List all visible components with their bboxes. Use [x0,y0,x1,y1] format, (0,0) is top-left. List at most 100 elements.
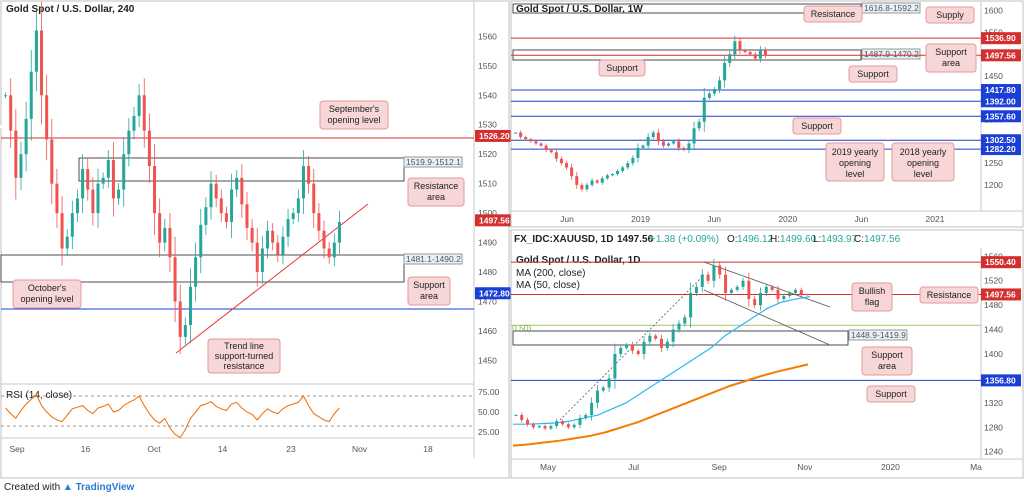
svg-text:Trend line: Trend line [224,341,264,351]
y-tick-label: 1470 [478,297,497,307]
candle-body [788,292,792,297]
weekly-callout-2019-open: 2019 yearly opening level [825,142,885,182]
x-tick-label: Oct [147,444,161,454]
candle-body [741,280,745,287]
x-tick-label: Sep [712,462,727,472]
candle-body [214,183,218,199]
daily-callout-support: Support [866,385,916,403]
candle-body [694,286,698,293]
candle-body [747,280,751,300]
candle-body [255,242,259,273]
candle-body [142,95,146,131]
daily-header-close: 1497.56 [864,234,901,245]
x-tick-label: Nov [352,444,368,454]
price-label: 1302.50 [985,135,1016,145]
candle-body [584,415,588,419]
x-tick-label: 23 [286,444,296,454]
candle-body [733,41,737,55]
candle-body [654,335,658,339]
candle-body [572,424,576,428]
candle-body [595,180,599,183]
candle-body [132,115,136,131]
candle-body [738,41,742,50]
candle-body [782,296,786,300]
candle-body [743,49,747,53]
y-tick-label: 1460 [478,326,497,336]
svg-text:L:: L: [813,234,821,245]
footer-brand: TradingView [75,482,135,493]
candle-body [543,426,547,429]
weekly-callout-support-3: Support [792,117,842,135]
candle-body [549,150,553,153]
candle-body [561,421,564,425]
weekly-callout-support-2: Support [848,65,898,83]
candle-body [613,354,617,379]
candle-body [575,176,579,185]
svg-text:H:: H: [770,234,780,245]
weekly-x-axis: Jun 2019 Jun 2020 Jun 2021 [560,214,945,224]
candle-body [137,95,141,116]
y-tick-label: 1500 [478,208,497,218]
candle-body [570,167,574,177]
candle-body [776,289,780,300]
svg-text:area: area [878,361,896,371]
y-tick-label: 1450 [478,355,497,365]
candle-body [147,130,151,166]
x-tick-label: Sep [9,444,24,454]
x-tick-label: Jun [560,214,574,224]
price-label-box [981,143,1021,156]
svg-text:2019 yearly: 2019 yearly [832,147,879,157]
daily-y-axis: 1240128013201360140014401480152015601550… [981,251,1021,457]
x-tick-label: Ma [970,462,982,472]
candle-body [759,292,762,306]
y-tick-label: 1400 [984,349,1003,359]
h4-rsi-axis: 25.00 50.00 75.00 [478,387,500,437]
svg-text:resistance: resistance [223,361,264,371]
candle-body [656,132,660,142]
svg-text:1616.8-1592.2: 1616.8-1592.2 [864,3,919,13]
candle-body [729,289,733,293]
candle-body [706,274,710,281]
candle-body [250,227,254,243]
candle-body [188,286,192,326]
candle-body [630,344,634,351]
price-label-box [981,84,1021,97]
price-label: 1497.56 [479,215,510,225]
x-tick-label: Nov [797,462,813,472]
candle-body [40,30,44,96]
candle-body [672,141,676,144]
candle-body [700,274,704,287]
x-tick-label: Jun [855,214,869,224]
price-label-box [981,256,1021,269]
candle-body [296,198,300,214]
candle-body [183,325,187,337]
candle-body [122,154,126,190]
panel-weekly: Gold Spot / U.S. Dollar, 1W 120012501300… [510,0,1024,228]
h4-x-axis: Sep 16 Oct 14 23 Nov 18 [9,444,433,454]
price-label: 1356.80 [985,375,1016,385]
candle-body [117,189,121,199]
daily-header-low: 1493.97 [821,234,858,245]
candle-body [224,213,228,222]
y-tick-label: 1520 [478,149,497,159]
tradingview-logo-icon: ▲ [62,482,73,493]
h4-support-zone [0,254,405,283]
h4-title: Gold Spot / U.S. Dollar, 240 [6,4,135,15]
y-tick-label: 1450 [984,71,1003,81]
candle-body [322,230,326,249]
candle-body [96,183,100,214]
svg-text:2018 yearly: 2018 yearly [900,147,947,157]
svg-text:Support: Support [857,69,889,79]
svg-text:area: area [427,192,445,202]
panel-h4: Gold Spot / U.S. Dollar, 240 1450 1460 147… [0,0,515,479]
svg-text:Support: Support [871,350,903,360]
candle-body [91,189,95,214]
candle-body [163,227,167,243]
candle-body [544,145,548,151]
candle-body [559,158,563,164]
svg-text:Support: Support [413,280,445,290]
candle-body [173,257,177,302]
candle-body [70,213,74,237]
x-tick-label: 2020 [881,462,900,472]
panel-daily: FX_IDC:XAUUSD, 1D 1497.56 +1.38 (+0.09%)… [510,229,1024,479]
